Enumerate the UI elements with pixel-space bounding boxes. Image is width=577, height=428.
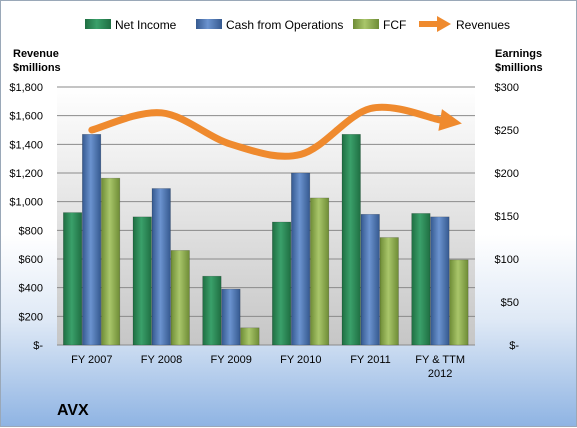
legend-swatch-fcf (353, 19, 379, 29)
left-axis-title-line1: Revenue (13, 48, 59, 60)
bar-cash-from-operations-fy-2010 (291, 172, 311, 346)
plot-area (57, 87, 475, 345)
right-tick-label: $50 (501, 297, 519, 309)
left-tick-label: $1,200 (9, 168, 43, 180)
right-axis: $- $50 $100 $150 $200 $250 $300 (495, 82, 520, 352)
right-tick-label: $300 (495, 82, 519, 94)
left-tick-label: $1,800 (9, 82, 43, 94)
left-tick-label: $800 (19, 225, 43, 237)
bar-cash-from-operations-fy-2008 (151, 188, 171, 346)
x-category-label: FY & TTM (415, 354, 465, 366)
x-category-label: FY 2008 (141, 354, 182, 366)
legend-swatch-net-income (85, 19, 111, 29)
x-category-label: FY 2007 (71, 354, 112, 366)
right-tick-label: $250 (495, 125, 519, 137)
x-category-label: FY 2011 (350, 354, 391, 366)
bar-net-income-fy-2007 (63, 212, 83, 346)
bar-fcf-fy-2011 (379, 237, 399, 346)
right-tick-label: $150 (495, 211, 519, 223)
left-axis: $- $200 $400 $600 $800 $1,000 $1,200 $1,400 $1,6… (9, 82, 43, 352)
left-axis-title-line2: $millions (13, 62, 61, 74)
legend-swatch-cash-from-operations (196, 19, 222, 29)
legend-swatch-revenues-arrow (419, 16, 451, 32)
bar-fcf-fy-2009 (240, 327, 260, 346)
x-category-label: FY 2010 (280, 354, 321, 366)
x-category-label: 2012 (428, 368, 452, 380)
bars (63, 134, 469, 346)
bar-fcf-fy-2010 (310, 197, 330, 346)
bar-fcf-fy-ttm-2012 (449, 259, 469, 346)
bar-net-income-fy-2011 (341, 134, 361, 346)
left-tick-label: $1,000 (9, 197, 43, 209)
left-tick-label: $- (33, 340, 43, 352)
x-category-label: FY 2009 (210, 354, 251, 366)
bar-fcf-fy-2008 (170, 250, 190, 346)
revenues-line-group (88, 103, 462, 160)
right-tick-label: $200 (495, 168, 519, 180)
revenues-arrowhead (438, 109, 462, 131)
right-axis-title-line1: Earnings (495, 48, 542, 60)
bar-net-income-fy-2010 (272, 221, 292, 346)
company-ticker: AVX (57, 402, 89, 419)
bar-fcf-fy-2007 (101, 177, 121, 346)
legend-label-fcf: FCF (383, 18, 406, 32)
revenues-line (88, 103, 444, 160)
bar-net-income-fy-2009 (202, 275, 222, 346)
bar-net-income-fy-ttm-2012 (411, 213, 431, 346)
legend-label-cash-from-operations: Cash from Operations (226, 18, 343, 32)
left-tick-label: $600 (19, 254, 43, 266)
legend-label-net-income: Net Income (115, 18, 177, 32)
bar-cash-from-operations-fy-ttm-2012 (430, 216, 450, 346)
right-axis-title-line2: $millions (495, 62, 543, 74)
bar-cash-from-operations-fy-2007 (82, 134, 102, 346)
bar-cash-from-operations-fy-2011 (360, 213, 380, 346)
left-tick-label: $200 (19, 311, 43, 323)
left-tick-label: $1,400 (9, 139, 43, 151)
left-tick-label: $1,600 (9, 111, 43, 123)
bar-cash-from-operations-fy-2009 (221, 288, 241, 346)
legend-label-revenues: Revenues (456, 18, 510, 32)
x-axis: FY 2007 FY 2008 FY 2009 FY 2010 FY 2011 FY & … (71, 354, 465, 380)
right-tick-label: $- (509, 340, 519, 352)
right-tick-label: $100 (495, 254, 519, 266)
left-tick-label: $400 (19, 283, 43, 295)
legend: Net Income Cash from Operations FCF Reve… (85, 16, 510, 32)
bar-net-income-fy-2008 (132, 216, 152, 346)
